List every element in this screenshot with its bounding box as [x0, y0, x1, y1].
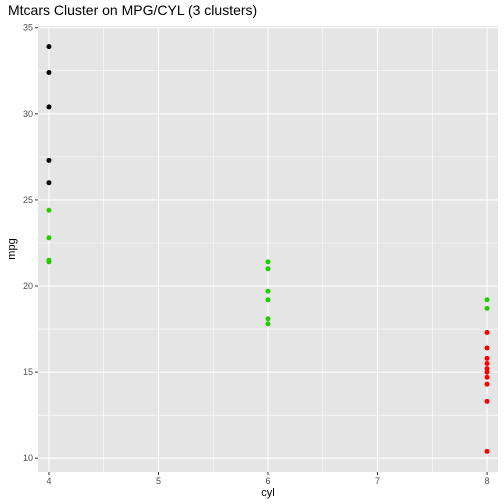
y-tick-label: 25 [23, 195, 33, 205]
x-tick-label: 5 [156, 476, 161, 486]
data-point [46, 157, 52, 163]
data-point [484, 305, 490, 311]
data-point [484, 345, 490, 351]
data-point [265, 266, 271, 272]
data-point [484, 355, 490, 361]
grid-lines [38, 26, 498, 472]
y-tick-label: 10 [23, 453, 33, 463]
data-point [484, 381, 490, 387]
y-axis-title: mpg [6, 238, 18, 259]
x-tick-label: 7 [375, 476, 380, 486]
data-point [265, 297, 271, 303]
data-point [484, 374, 490, 380]
data-point [46, 235, 52, 241]
y-tick-label: 20 [23, 281, 33, 291]
x-axis-title: cyl [261, 487, 274, 499]
data-point [46, 180, 52, 186]
data-point [484, 366, 490, 372]
data-point [265, 259, 271, 265]
axis-ticks: 10 15 20 25 30 35 4 5 6 7 8 [23, 23, 490, 486]
x-tick-label: 6 [265, 476, 270, 486]
data-point [484, 369, 490, 375]
y-tick-label: 15 [23, 367, 33, 377]
data-point [46, 44, 52, 50]
x-tick-label: 8 [485, 476, 490, 486]
chart-title: Mtcars Cluster on MPG/CYL (3 clusters) [8, 2, 257, 18]
x-tick-label: 4 [46, 476, 51, 486]
data-point [484, 330, 490, 336]
data-point [484, 361, 490, 367]
data-point [46, 259, 52, 265]
data-point [46, 207, 52, 213]
y-tick-label: 30 [23, 109, 33, 119]
data-point [265, 316, 271, 322]
data-point [265, 321, 271, 327]
data-point [265, 288, 271, 294]
data-points [46, 44, 490, 454]
y-tick-label: 35 [23, 23, 33, 33]
data-point [484, 448, 490, 454]
data-point [46, 69, 52, 75]
data-point [46, 104, 52, 110]
data-point [484, 398, 490, 404]
data-point [484, 297, 490, 303]
